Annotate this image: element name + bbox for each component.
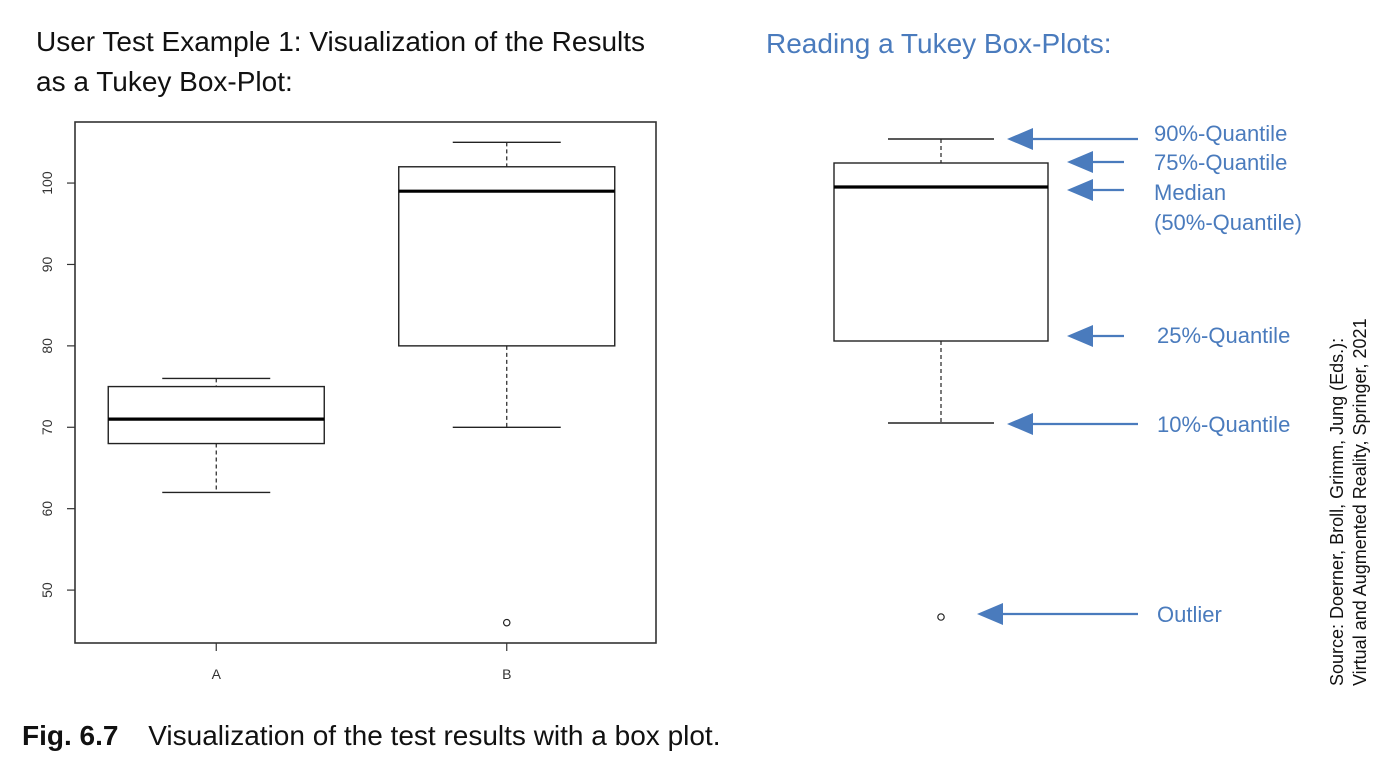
figure-caption-text: Visualization of the test results with a… (148, 720, 721, 751)
y-tick-label-80: 80 (39, 338, 55, 354)
figure-caption-label: Fig. 6.7 (22, 720, 119, 751)
reading-guide-panel: 90%-Quantile 75%-Quantile Median (50%-Quant… (833, 121, 1302, 627)
left-title: User Test Example 1: Visualization of th… (36, 26, 646, 97)
arrow-outlier-head (977, 603, 1003, 625)
guide-iqr-box (833, 162, 1049, 342)
figure-caption: Fig. 6.7 Visualization of the test resul… (22, 716, 721, 756)
y-tick-label-60: 60 (39, 501, 55, 517)
x-tick-label-B: B (502, 666, 511, 682)
arrow-median (1067, 179, 1124, 201)
iqr-box-B (398, 166, 616, 347)
arrow-75-quantile-head (1067, 151, 1093, 173)
arrow-75-quantile (1067, 151, 1124, 173)
source-note: Source: Doerner, Broll, Grimm, Jung (Eds… (1326, 266, 1372, 686)
source-note-line-1: Source: Doerner, Broll, Grimm, Jung (Eds… (1327, 337, 1347, 686)
y-tick-label-100: 100 (39, 171, 55, 195)
x-tick-label-A: A (212, 666, 222, 682)
y-tick-label-70: 70 (39, 419, 55, 435)
source-note-line-2: Virtual and Augmented Reality, Springer,… (1350, 318, 1370, 686)
right-title: Reading a Tukey Box-Plots: (766, 28, 1112, 59)
legend-label-75-quantile: 75%-Quantile (1154, 150, 1287, 175)
guide-outlier-point (937, 613, 945, 621)
y-tick-label-90: 90 (39, 256, 55, 272)
arrow-90-quantile (1007, 128, 1138, 150)
left-boxplot-panel: 50 60 70 80 90 100 A B (39, 121, 657, 682)
legend-label-median: Median (1154, 180, 1226, 205)
legend-label-25-quantile: 25%-Quantile (1157, 323, 1290, 348)
arrow-10-quantile (1007, 413, 1138, 435)
legend-label-10-quantile: 10%-Quantile (1157, 412, 1290, 437)
y-tick-label-50: 50 (39, 582, 55, 598)
iqr-box-A (107, 385, 325, 445)
plot-frame (74, 121, 657, 644)
arrow-median-head (1067, 179, 1093, 201)
arrow-25-quantile (1067, 325, 1124, 347)
legend-label-median-note: (50%-Quantile) (1154, 210, 1302, 235)
arrow-25-quantile-head (1067, 325, 1093, 347)
box-A (107, 377, 325, 494)
arrow-90-quantile-head (1007, 128, 1033, 150)
box-B (398, 141, 616, 627)
outlier-point-B-0 (502, 618, 511, 627)
legend-label-outlier: Outlier (1157, 602, 1222, 627)
arrow-10-quantile-head (1007, 413, 1033, 435)
arrow-outlier (977, 603, 1138, 625)
legend-label-90-quantile: 90%-Quantile (1154, 121, 1287, 146)
